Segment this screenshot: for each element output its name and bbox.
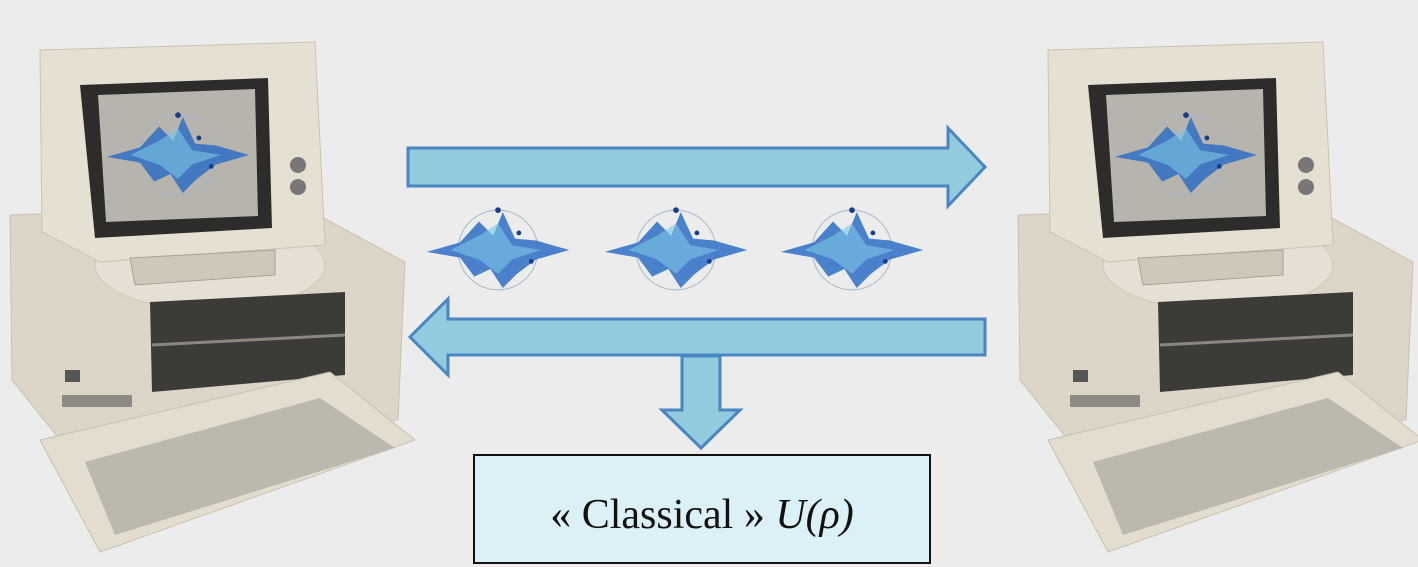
- box-formula: U(ρ): [775, 492, 853, 538]
- diagram: « Classical » U(ρ): [0, 0, 1418, 567]
- left-computer: [10, 42, 415, 552]
- box-label: « Classical »: [550, 492, 765, 538]
- result-text: « Classical » U(ρ): [550, 492, 854, 538]
- state-icon: [781, 207, 924, 290]
- page: « Classical » U(ρ) (() => { const data =…: [0, 0, 1418, 567]
- right-arrow: [408, 128, 985, 206]
- right-computer: [1018, 42, 1418, 552]
- state-icon: [605, 207, 748, 290]
- states: [427, 207, 924, 290]
- down-arrow: [662, 356, 740, 448]
- arrows: [408, 128, 985, 448]
- state-icon: [427, 207, 570, 290]
